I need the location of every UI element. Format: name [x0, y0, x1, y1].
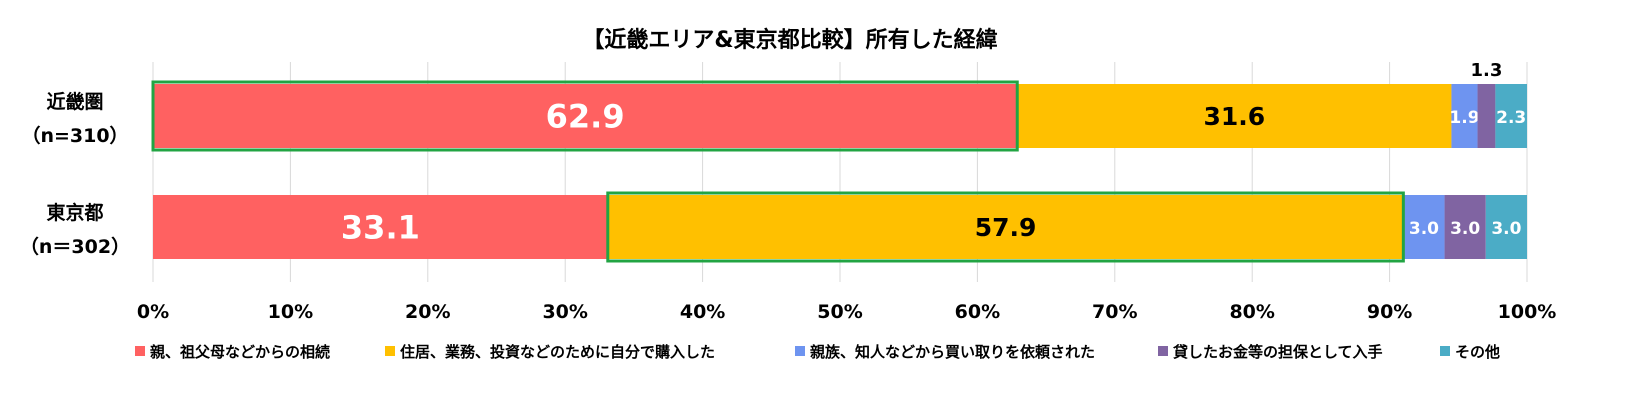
legend-label: 住居、業務、投資などのために自分で購入した — [400, 343, 715, 361]
row-label: 東京都 — [46, 201, 103, 224]
x-tick-label: 50% — [817, 301, 862, 323]
data-label: 1.3 — [1471, 60, 1503, 81]
row-n-label: （n=310） — [21, 124, 128, 147]
row-n-label: （n＝302） — [20, 235, 130, 258]
data-label: 57.9 — [975, 213, 1037, 242]
data-label: 1.9 — [1449, 108, 1479, 128]
bar-segment — [1444, 195, 1486, 259]
x-tick-label: 40% — [680, 301, 725, 323]
x-tick-label: 70% — [1092, 301, 1137, 323]
legend-label: 親族、知人などから買い取りを依頼された — [810, 343, 1095, 361]
bar-segment — [607, 195, 1404, 259]
row-label: 近畿圏 — [46, 90, 103, 113]
highlight-outline — [151, 80, 1019, 152]
legend-label: 貸したお金等の担保として入手 — [1173, 343, 1383, 361]
legend-swatch — [1158, 346, 1168, 356]
x-tick-label: 30% — [542, 301, 587, 323]
data-label: 31.6 — [1203, 102, 1265, 131]
legend-label: 親、祖父母などからの相続 — [150, 343, 330, 361]
x-tick-label: 20% — [405, 301, 450, 323]
bar-segment — [153, 195, 608, 259]
x-tick-label: 0% — [137, 301, 169, 323]
bar-segment — [1403, 195, 1445, 259]
x-tick-label: 60% — [955, 301, 1000, 323]
bar-segment — [1477, 84, 1496, 148]
bar-segment — [1017, 84, 1452, 148]
x-tick-label: 10% — [268, 301, 313, 323]
data-label: 3.0 — [1491, 219, 1521, 239]
data-label: 33.1 — [341, 209, 420, 247]
chart-title: 【近畿エリア&東京都比較】所有した経緯 — [582, 27, 997, 53]
legend-swatch — [795, 346, 805, 356]
bar-segment — [1451, 84, 1478, 148]
x-tick-label: 100% — [1498, 301, 1557, 323]
legend-swatch — [385, 346, 395, 356]
legend-swatch — [135, 346, 145, 356]
data-label: 62.9 — [546, 98, 625, 136]
legend-swatch — [1440, 346, 1450, 356]
bar-segment — [1485, 195, 1527, 259]
data-label: 3.0 — [1409, 219, 1439, 239]
highlight-outline — [606, 191, 1405, 263]
legend-label: その他 — [1455, 343, 1500, 361]
x-tick-label: 80% — [1229, 301, 1274, 323]
data-label: 2.3 — [1496, 108, 1526, 128]
data-label: 3.0 — [1450, 219, 1480, 239]
bar-segment — [153, 84, 1018, 148]
x-tick-label: 90% — [1367, 301, 1412, 323]
bar-segment — [1495, 84, 1527, 148]
